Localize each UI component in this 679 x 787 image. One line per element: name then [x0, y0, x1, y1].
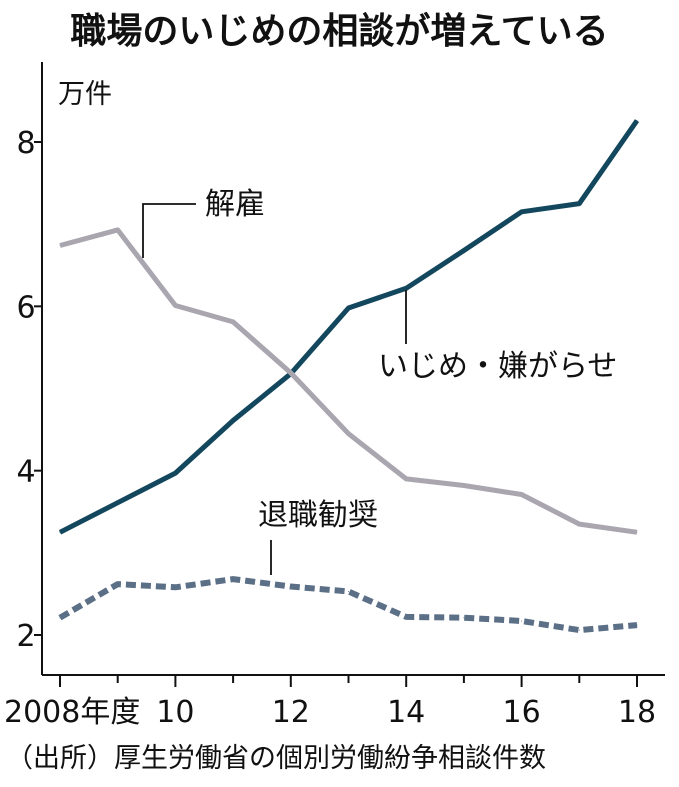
data-point	[463, 617, 465, 619]
data-point	[521, 211, 523, 213]
data-point	[348, 307, 349, 309]
data-point	[290, 586, 292, 588]
data-point	[578, 629, 580, 631]
x-tick-label: 10	[156, 695, 194, 730]
data-point	[117, 583, 119, 585]
series-line-0	[58, 119, 640, 535]
data-point	[636, 120, 638, 122]
data-point	[174, 472, 176, 474]
data-point	[59, 245, 61, 247]
chart-title: 職場のいじめの相談が増えている	[70, 11, 609, 52]
data-point	[463, 249, 465, 251]
series-line-2	[58, 576, 638, 634]
x-tick-label: 12	[272, 695, 310, 730]
data-point	[232, 578, 234, 580]
y-tick-label: 2	[16, 619, 35, 654]
data-point	[232, 420, 234, 422]
x-tick-label: 16	[503, 695, 541, 730]
x-tick-label: 18	[618, 695, 656, 730]
series-label: 解雇	[205, 187, 265, 222]
data-point	[117, 502, 119, 504]
data-point	[117, 229, 119, 231]
series-label: 退職勧奨	[258, 498, 378, 533]
y-tick-label: 4	[16, 455, 35, 490]
data-point	[174, 305, 176, 307]
data-point	[405, 478, 407, 480]
data-point	[348, 433, 349, 435]
series-label-leader	[142, 203, 196, 258]
data-point	[463, 484, 465, 486]
data-point	[636, 624, 638, 626]
y-tick-label: 8	[16, 126, 35, 161]
data-point	[59, 531, 61, 533]
x-tick-label: 2008年度	[4, 695, 140, 730]
source-note: （出所）厚生労働省の個別労働紛争相談件数	[6, 743, 546, 774]
data-point	[405, 616, 407, 618]
y-tick-label: 6	[16, 290, 35, 325]
data-point	[521, 620, 523, 622]
data-point	[578, 203, 580, 205]
data-point	[174, 586, 176, 588]
data-point	[521, 493, 523, 495]
data-point	[636, 531, 638, 533]
y-axis-unit: 万件	[58, 79, 112, 110]
series-label: いじめ・嫌がらせ	[378, 349, 617, 384]
data-point	[405, 287, 407, 289]
data-point	[232, 321, 234, 323]
x-tick-label: 14	[387, 695, 425, 730]
data-point	[578, 523, 580, 525]
data-point	[59, 617, 61, 619]
data-point	[290, 372, 292, 374]
data-point	[348, 590, 349, 592]
